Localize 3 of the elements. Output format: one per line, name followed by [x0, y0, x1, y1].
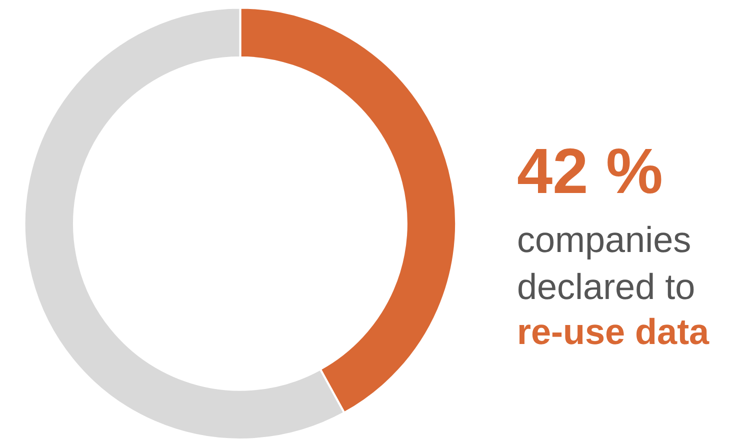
text: re-use data	[517, 311, 710, 352]
text: 42 %	[517, 135, 663, 207]
text: companies declared to	[517, 219, 696, 307]
